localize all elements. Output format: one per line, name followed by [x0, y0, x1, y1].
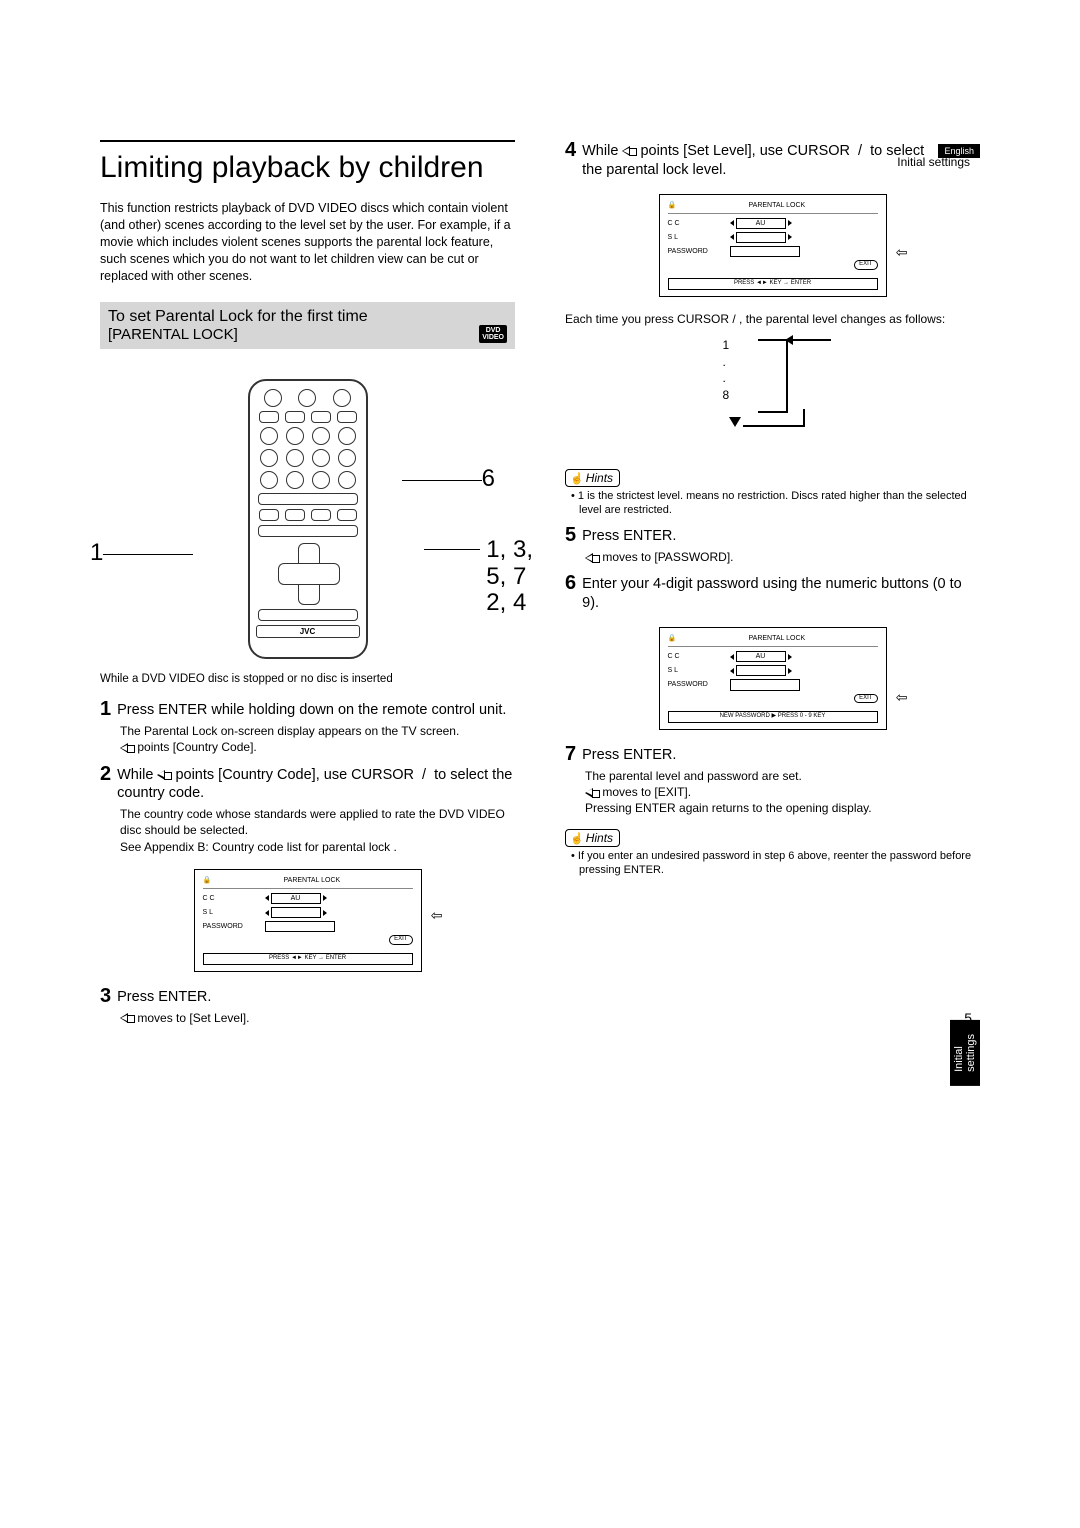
step-1: 1 Press ENTER while holding down on the …: [100, 699, 515, 720]
step-7-sub2: moves to [EXIT].: [585, 784, 980, 800]
section-line1: To set Parental Lock for the first time: [108, 308, 368, 326]
callout-6: 6: [402, 465, 495, 493]
section-line2: [PARENTAL LOCK]: [108, 326, 368, 343]
remote-diagram: JVC 1 6 1, 3, 5, 7 2, 4: [100, 379, 515, 659]
step-3-sub: moves to [Set Level].: [120, 1010, 515, 1026]
step-3: 3 Press ENTER.: [100, 986, 515, 1007]
step-2-sub2: See Appendix B: Country code list for pa…: [120, 839, 515, 855]
hint-2: • If you enter an undesired password in …: [579, 849, 980, 878]
each-press-text: Each time you press CURSOR / , the paren…: [565, 311, 980, 327]
step-5: 5 Press ENTER.: [565, 525, 980, 546]
step-2-sub1: The country code whose standards were ap…: [120, 806, 515, 838]
hints-badge-2: Hints: [565, 829, 620, 847]
page-title: Limiting playback by children: [100, 150, 515, 186]
step-7-sub3: Pressing ENTER again returns to the open…: [585, 800, 980, 816]
dvd-video-badge: DVD VIDEO: [479, 325, 507, 343]
step-5-sub: moves to [PASSWORD].: [585, 549, 980, 565]
section-header: Initial settings: [897, 155, 970, 169]
osd-screen-2: 🔒PARENTAL LOCK C CAU S L PASSWORD EXIT P…: [659, 194, 887, 297]
remote-brand: JVC: [256, 625, 360, 638]
pointer-icon: [120, 743, 134, 753]
osd-screen-1: 🔒PARENTAL LOCK C CAU S L PASSWORD EXIT P…: [194, 869, 422, 972]
title-rule: [100, 140, 515, 142]
hint-1: • 1 is the strictest level. means no res…: [579, 489, 980, 518]
intro-text: This function restricts playback of DVD …: [100, 200, 515, 284]
osd-side-pointer-icon: ⇦: [431, 906, 443, 924]
osd-side-pointer-icon: ⇦: [896, 243, 908, 261]
osd-screen-3: 🔒PARENTAL LOCK C CAU S L PASSWORD EXIT N…: [659, 627, 887, 730]
step-4: 4 While points [Set Level], use CURSOR /…: [565, 140, 938, 180]
page-number: 5: [964, 1010, 972, 1026]
hints-badge: Hints: [565, 469, 620, 487]
section-heading: To set Parental Lock for the first time …: [100, 302, 515, 349]
step-2: 2 While points [Country Code], use CURSO…: [100, 764, 515, 804]
callout-left: 1: [90, 539, 193, 567]
side-tab: Initial settings: [950, 1020, 980, 1086]
level-diagram: 1 . . 8: [703, 337, 843, 447]
step-7: 7 Press ENTER.: [565, 744, 980, 765]
step-1-sub1: The Parental Lock on-screen display appe…: [120, 723, 515, 739]
step-1-sub2: points [Country Code].: [120, 739, 515, 755]
osd-side-pointer-icon: ⇦: [896, 688, 908, 706]
remote-outline: JVC: [248, 379, 368, 659]
precondition-note: While a DVD VIDEO disc is stopped or no …: [100, 673, 515, 685]
callout-right-group: 1, 3, 5, 7 2, 4: [424, 537, 533, 616]
step-6: 6 Enter your 4-digit password using the …: [565, 573, 980, 613]
step-7-sub1: The parental level and password are set.: [585, 768, 980, 784]
